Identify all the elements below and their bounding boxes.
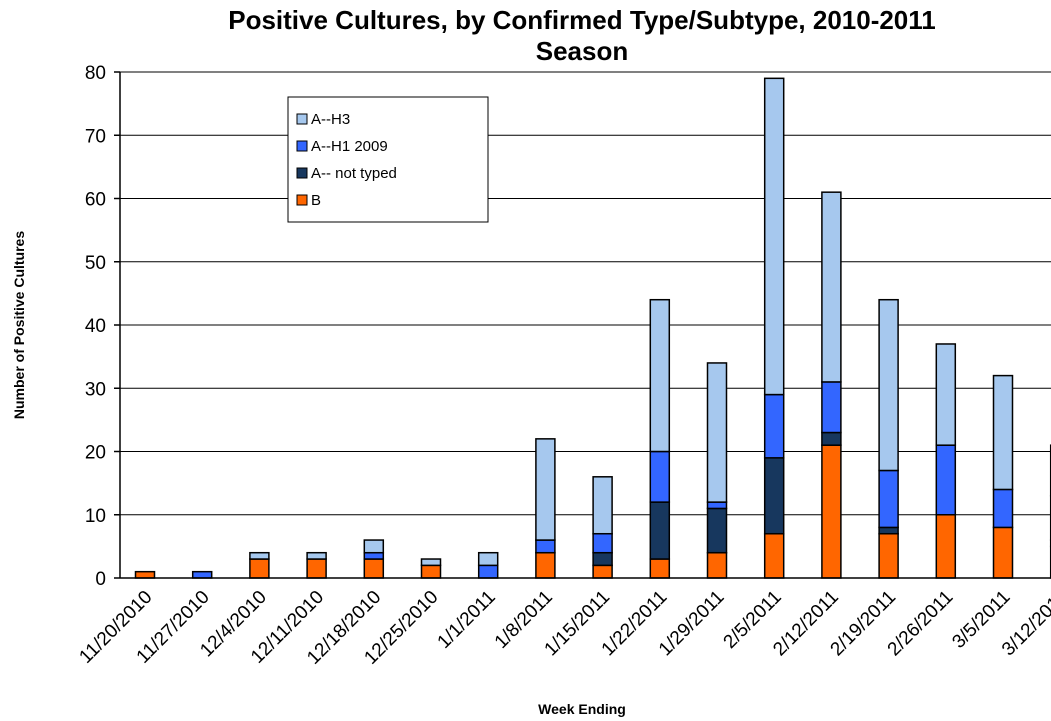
bar-segment (592, 476, 613, 535)
y-tick-label: 10 (85, 506, 106, 527)
bar-segment (477, 564, 499, 579)
bar-segment (935, 444, 957, 516)
y-tick-label: 0 (95, 569, 106, 590)
bar-segment (249, 551, 270, 560)
bar-segment (992, 374, 1014, 491)
bar-stack (935, 343, 957, 579)
bar-segment (935, 343, 957, 446)
bar-segment (592, 564, 613, 579)
bar-segment (763, 532, 785, 579)
x-axis-title: Week Ending (538, 701, 626, 717)
bar-segment (191, 570, 213, 579)
bar-segment (706, 501, 728, 510)
bar-segment (821, 381, 842, 434)
bar-stack (992, 374, 1014, 579)
bars (134, 77, 1051, 579)
bar-segment (992, 526, 1014, 579)
bar-stack (821, 191, 842, 579)
y-axis-ticks: 0 10 20 30 40 50 60 70 80 (85, 63, 120, 590)
bar-stack (706, 362, 728, 579)
legend-swatch (296, 194, 308, 206)
y-tick-label: 50 (85, 253, 106, 274)
bar-stack (535, 438, 556, 579)
bar-segment (306, 558, 327, 579)
bar-segment (420, 558, 442, 567)
bar-segment (592, 551, 613, 567)
y-tick-label: 20 (85, 443, 106, 464)
bar-segment (592, 532, 613, 554)
bar-segment (134, 570, 156, 579)
chart-title-line2: Season (536, 36, 629, 66)
bar-segment (363, 551, 385, 560)
legend-label: A--H1 2009 (311, 138, 388, 155)
bar-stack (306, 551, 327, 579)
bar-segment (363, 539, 385, 554)
y-axis-title: Number of Positive Cultures (11, 231, 27, 419)
bar-segment (535, 551, 556, 579)
bar-segment (649, 501, 671, 560)
legend-label: B (311, 192, 321, 209)
y-tick-label: 60 (85, 190, 106, 211)
bar-stack (477, 551, 499, 579)
bar-segment (649, 558, 671, 579)
bar-stack (134, 570, 156, 579)
x-axis-ticks: 11/20/201011/27/201012/4/201012/11/20101… (75, 587, 1051, 669)
bar-stack (763, 77, 785, 579)
bar-segment (535, 539, 556, 554)
bar-segment (363, 558, 385, 579)
legend-swatch (296, 167, 308, 179)
bar-segment (477, 551, 499, 567)
bar-segment (878, 298, 899, 472)
bar-segment (821, 191, 842, 383)
bar-stack (249, 551, 270, 579)
bar-segment (935, 514, 957, 579)
bar-segment (706, 362, 728, 503)
legend: A--H3 A--H1 2009 A-- not typed B (287, 96, 489, 223)
legend-swatch (296, 113, 308, 125)
gridlines (120, 71, 1051, 516)
bar-segment (878, 469, 899, 529)
y-tick-label: 40 (85, 316, 106, 337)
x-tick-label: 1/1/2011 (434, 587, 500, 653)
bar-segment (420, 564, 442, 579)
y-tick-label: 30 (85, 379, 106, 400)
bar-segment (878, 532, 899, 579)
legend-label: A--H3 (311, 111, 350, 128)
legend-box (287, 96, 489, 223)
bar-segment (878, 526, 899, 535)
legend-label: A-- not typed (311, 165, 397, 182)
bar-stack (420, 558, 442, 579)
bar-segment (763, 77, 785, 396)
bar-stack (592, 476, 613, 579)
bar-stack (649, 298, 671, 579)
legend-swatch (296, 140, 308, 152)
bar-stack (878, 298, 899, 579)
bar-stack (363, 539, 385, 579)
chart-title-line1: Positive Cultures, by Confirmed Type/Sub… (228, 5, 936, 35)
bar-segment (821, 444, 842, 579)
bar-segment (992, 488, 1014, 529)
bar-segment (649, 450, 671, 503)
y-tick-label: 80 (85, 63, 106, 84)
bar-segment (821, 431, 842, 446)
bar-stack (191, 570, 213, 579)
bar-segment (706, 507, 728, 554)
bar-segment (306, 551, 327, 560)
bar-segment (535, 438, 556, 541)
bar-segment (249, 558, 270, 579)
bar-segment (649, 298, 671, 453)
y-tick-label: 70 (85, 126, 106, 147)
bar-segment (763, 457, 785, 535)
bar-segment (706, 551, 728, 579)
bar-segment (763, 393, 785, 459)
